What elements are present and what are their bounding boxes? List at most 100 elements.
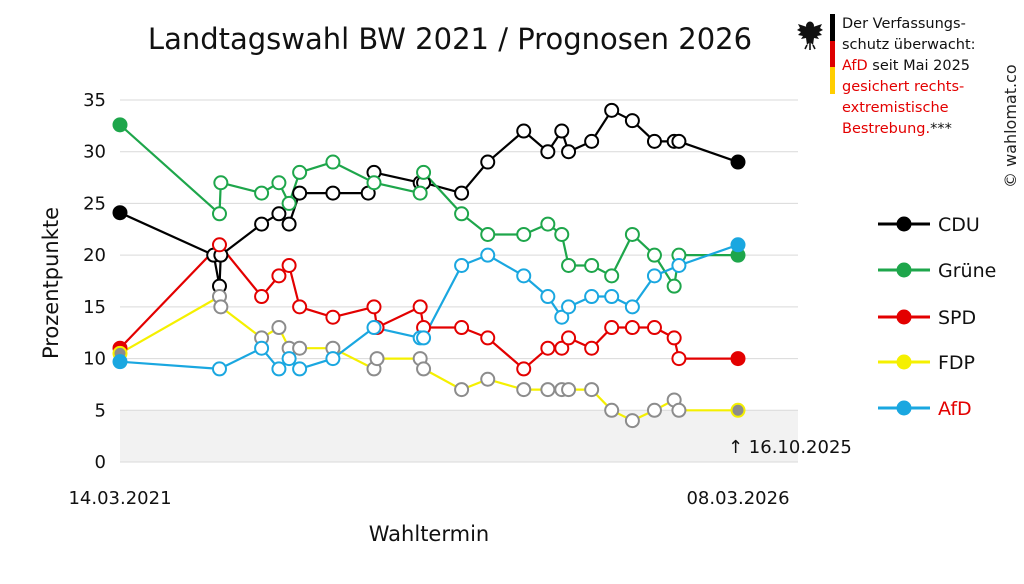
date-annotation: ↑ 16.10.2025 <box>728 437 852 458</box>
y-tick-label: 35 <box>83 90 106 111</box>
data-point-spd <box>281 257 297 273</box>
data-point-gruene <box>254 185 270 201</box>
data-point-gruene <box>554 226 570 242</box>
data-point-spd <box>584 340 600 356</box>
data-point-cdu <box>624 113 640 129</box>
notice-line-5: extremistische <box>842 100 949 116</box>
data-point-fdp <box>454 382 470 398</box>
notice-stars: *** <box>930 121 952 137</box>
data-point-spd <box>646 320 662 336</box>
data-point-gruene <box>646 247 662 263</box>
data-point-afd <box>604 289 620 305</box>
data-point-fdp <box>540 382 556 398</box>
data-point-gruene <box>624 226 640 242</box>
data-point-fdp <box>416 361 432 377</box>
data-point-gruene <box>271 175 287 191</box>
data-point-gruene <box>604 268 620 284</box>
data-point-cdu <box>516 123 532 139</box>
data-point-gruene <box>666 278 682 294</box>
data-point-fdp <box>480 371 496 387</box>
data-point-gruene <box>325 154 341 170</box>
data-point-afd <box>540 289 556 305</box>
data-point-gruene <box>412 185 428 201</box>
data-point-gruene <box>516 226 532 242</box>
x-axis-label: Wahltermin <box>369 522 489 546</box>
data-point-spd <box>366 299 382 315</box>
data-point-afd <box>366 320 382 336</box>
data-point-spd <box>325 309 341 325</box>
data-point-fdp <box>369 351 385 367</box>
data-point-spd <box>561 330 577 346</box>
notice-afd: AfD <box>842 58 868 74</box>
data-point-spd <box>254 289 270 305</box>
legend-label-spd: SPD <box>938 307 976 329</box>
notice-line-6: Bestrebung.*** <box>842 119 992 140</box>
chart-title: Landtagswahl BW 2021 / Prognosen 2026 <box>147 22 753 56</box>
x-end-label: 08.03.2026 <box>686 488 789 509</box>
data-point-spd <box>624 320 640 336</box>
verfassungsschutz-notice: Der Verfassungs- schutz überwacht: AfD s… <box>842 14 992 140</box>
legend-label-fdp: FDP <box>938 352 975 374</box>
shaded-band <box>120 410 798 462</box>
data-point-spd <box>454 320 470 336</box>
flag-red-stripe <box>830 40 835 68</box>
data-point-cdu <box>325 185 341 201</box>
data-point-spd <box>604 320 620 336</box>
data-point-spd <box>211 237 227 253</box>
data-point-gruene <box>561 257 577 273</box>
legend-marker-cdu <box>896 216 912 232</box>
y-tick-label: 30 <box>83 142 106 163</box>
data-point-cdu <box>584 133 600 149</box>
legend-label-afd: AfD <box>938 398 972 420</box>
y-tick-label: 0 <box>95 452 106 473</box>
data-point-afd <box>516 268 532 284</box>
data-point-spd <box>271 268 287 284</box>
data-point-cdu <box>454 185 470 201</box>
notice-line-3: AfD seit Mai 2025 <box>842 56 992 77</box>
data-point-gruene <box>213 175 229 191</box>
y-tick-label: 10 <box>83 349 106 370</box>
data-point-cdu <box>292 185 308 201</box>
data-point-cdu <box>540 144 556 160</box>
data-point-cdu <box>604 102 620 118</box>
data-point-afd <box>211 361 227 377</box>
data-point-cdu <box>671 133 687 149</box>
data-point-afd <box>561 299 577 315</box>
data-point-gruene <box>454 206 470 222</box>
data-point-afd <box>554 309 570 325</box>
y-tick-label: 25 <box>83 193 106 214</box>
data-point-gruene <box>540 216 556 232</box>
data-point-gruene <box>281 195 297 211</box>
legend-marker-gruene <box>896 262 912 278</box>
data-point-cdu <box>554 123 570 139</box>
data-point-spd <box>554 340 570 356</box>
data-point-fdp <box>292 340 308 356</box>
federal-eagle-icon <box>797 21 823 50</box>
y-tick-label: 20 <box>83 245 106 266</box>
data-point-fdp <box>624 413 640 429</box>
legend-marker-fdp <box>896 354 912 370</box>
data-point-fdp <box>213 299 229 315</box>
data-point-spd <box>671 351 687 367</box>
copyright-watermark: © wahlomat.co <box>1001 64 1020 188</box>
data-point-gruene <box>480 226 496 242</box>
data-point-gruene <box>584 257 600 273</box>
x-start-label: 14.03.2021 <box>68 488 171 509</box>
data-point-afd <box>646 268 662 284</box>
y-tick-label: 15 <box>83 297 106 318</box>
legend-label-cdu: CDU <box>938 214 980 236</box>
data-point-cdu <box>730 154 746 170</box>
data-point-afd <box>584 289 600 305</box>
data-point-afd <box>254 340 270 356</box>
flag-black-stripe <box>830 14 835 41</box>
data-point-gruene <box>211 206 227 222</box>
data-point-gruene <box>366 175 382 191</box>
data-point-cdu <box>112 205 128 221</box>
data-point-fdp <box>604 402 620 418</box>
data-point-fdp <box>271 320 287 336</box>
y-axis-label: Prozentpunkte <box>39 207 63 359</box>
data-point-cdu <box>271 206 287 222</box>
data-point-cdu <box>561 144 577 160</box>
notice-line-1: Der Verfassungs- <box>842 16 966 32</box>
